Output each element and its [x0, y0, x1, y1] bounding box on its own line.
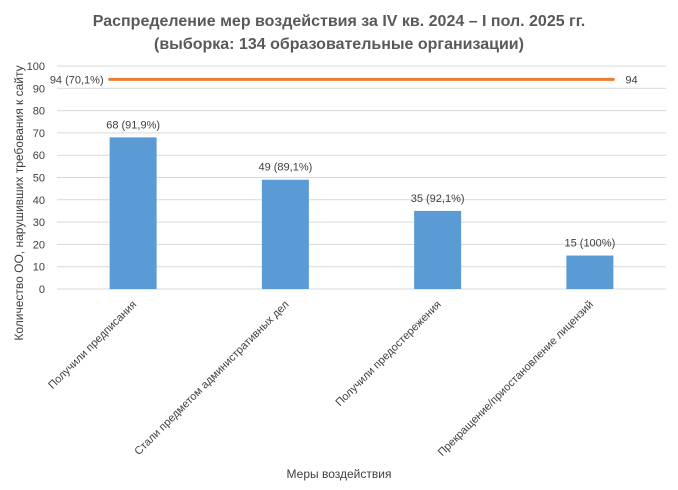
y-tick-label: 70: [33, 128, 45, 140]
data-label: 15 (100%): [564, 238, 615, 250]
y-tick-label: 80: [33, 106, 45, 118]
chart-title: Распределение мер воздействия за IV кв. …: [0, 10, 678, 56]
reference-label-left: 94 (70,1%): [50, 74, 104, 86]
data-label: 49 (89,1%): [258, 162, 312, 174]
chart-title-line2: (выборка: 134 образовательные организаци…: [154, 36, 524, 53]
x-tick-label: Прекращение/приостановление лицензий: [436, 299, 596, 459]
chart-title-line1: Распределение мер воздействия за IV кв. …: [92, 13, 586, 30]
y-tick-label: 90: [33, 83, 45, 95]
reference-label-right: 94: [625, 74, 637, 86]
x-axis-label: Меры воздействия: [286, 467, 392, 481]
x-tick-label: Получили предписания: [46, 299, 139, 392]
y-tick-label: 100: [27, 61, 45, 73]
bar: [566, 255, 614, 289]
bar: [414, 210, 462, 289]
x-tick-label: Получили предостережения: [333, 299, 443, 409]
x-tick-label: Стали предметом административных дел: [132, 299, 291, 458]
y-tick-label: 50: [33, 173, 45, 185]
bar: [261, 179, 309, 289]
y-tick-label: 40: [33, 195, 45, 207]
data-label: 68 (91,9%): [106, 119, 160, 131]
y-tick-label: 20: [33, 239, 45, 251]
y-tick-label: 30: [33, 217, 45, 229]
y-tick-label: 60: [33, 150, 45, 162]
bar: [109, 137, 157, 289]
y-tick-label: 10: [33, 262, 45, 274]
data-label: 35 (92,1%): [411, 193, 465, 205]
y-axis-label: Количество ОО, нарушивших требования к с…: [12, 65, 26, 341]
y-tick-label: 0: [39, 284, 45, 296]
